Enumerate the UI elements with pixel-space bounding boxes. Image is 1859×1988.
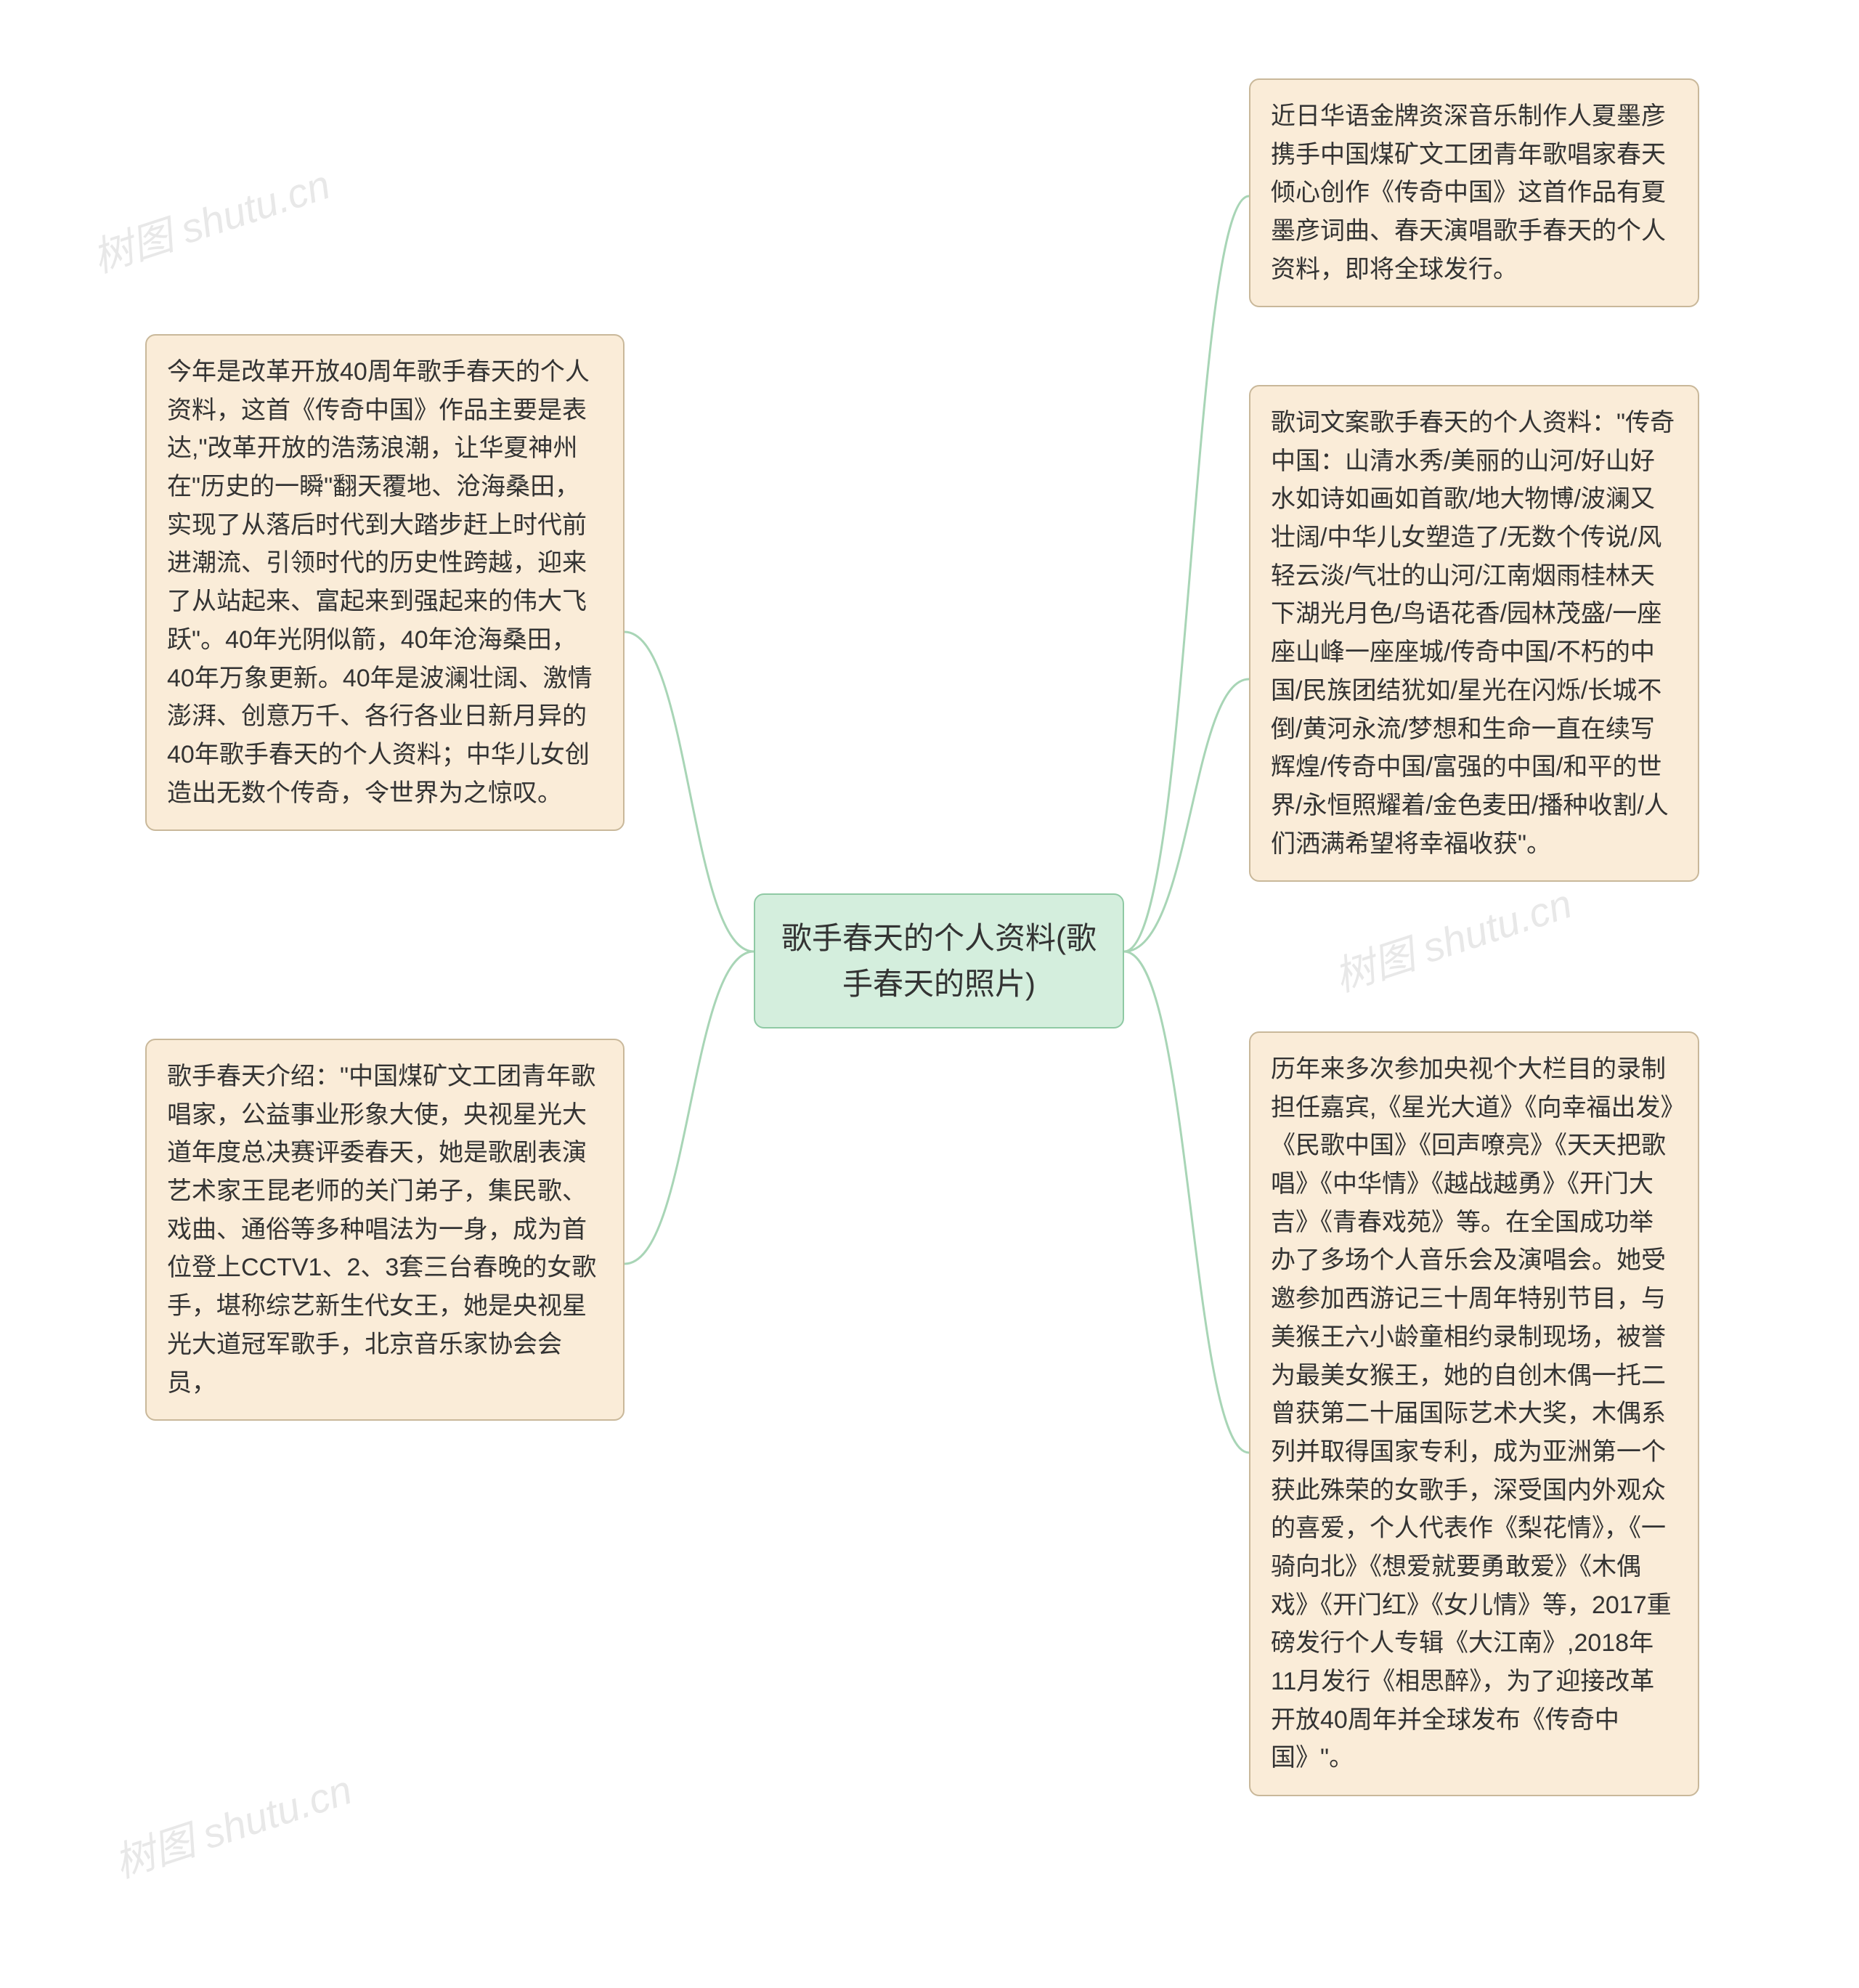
connector <box>625 952 754 1264</box>
mindmap-leaf-node[interactable]: 歌词文案歌手春天的个人资料："传奇中国：山清水秀/美丽的山河/好山好水如诗如画如… <box>1249 385 1699 882</box>
mindmap-leaf-node[interactable]: 歌手春天介绍："中国煤矿文工团青年歌唱家，公益事业形象大使，央视星光大道年度总决… <box>145 1039 625 1421</box>
connector <box>625 632 754 952</box>
leaf-node-text: 近日华语金牌资深音乐制作人夏墨彦携手中国煤矿文工团青年歌唱家春天倾心创作《传奇中… <box>1271 102 1666 283</box>
watermark: 树图 shutu.cn <box>106 1758 359 1890</box>
watermark: 树图 shutu.cn <box>1326 872 1579 1004</box>
watermark: 树图 shutu.cn <box>84 153 337 285</box>
mindmap-center-node[interactable]: 歌手春天的个人资料(歌手春天的照片) <box>754 893 1124 1029</box>
connector <box>1124 679 1249 952</box>
mindmap-leaf-node[interactable]: 历年来多次参加央视个大栏目的录制担任嘉宾,《星光大道》《向幸福出发》《民歌中国》… <box>1249 1031 1699 1796</box>
mindmap-leaf-node[interactable]: 近日华语金牌资深音乐制作人夏墨彦携手中国煤矿文工团青年歌唱家春天倾心创作《传奇中… <box>1249 78 1699 307</box>
center-node-label: 歌手春天的个人资料(歌手春天的照片) <box>781 921 1097 1001</box>
connector <box>1124 952 1249 1453</box>
leaf-node-text: 今年是改革开放40周年歌手春天的个人资料，这首《传奇中国》作品主要是表达,"改革… <box>167 358 593 807</box>
connector <box>1124 196 1249 952</box>
leaf-node-text: 历年来多次参加央视个大栏目的录制担任嘉宾,《星光大道》《向幸福出发》《民歌中国》… <box>1271 1055 1672 1772</box>
mindmap-leaf-node[interactable]: 今年是改革开放40周年歌手春天的个人资料，这首《传奇中国》作品主要是表达,"改革… <box>145 334 625 831</box>
leaf-node-text: 歌词文案歌手春天的个人资料："传奇中国：山清水秀/美丽的山河/好山好水如诗如画如… <box>1271 409 1675 858</box>
leaf-node-text: 歌手春天介绍："中国煤矿文工团青年歌唱家，公益事业形象大使，央视星光大道年度总决… <box>167 1063 596 1397</box>
